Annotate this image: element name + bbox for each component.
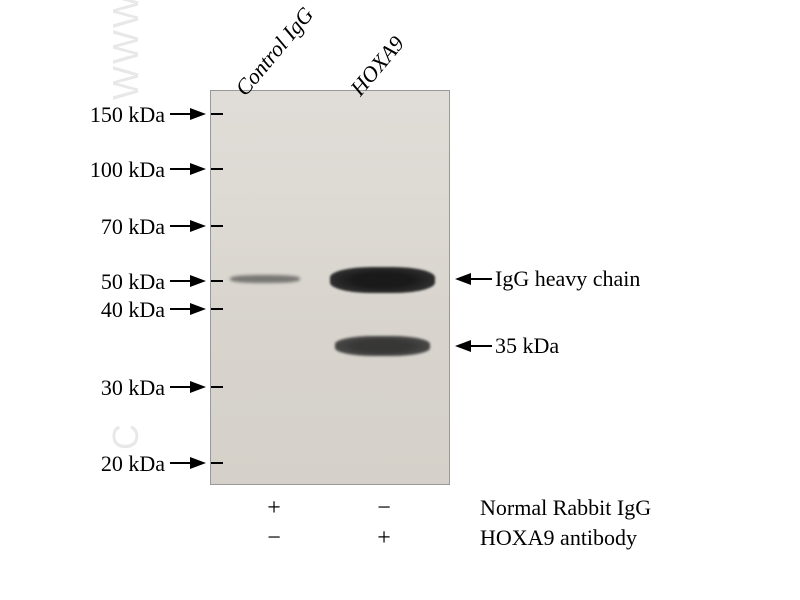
arrow-line-50 <box>170 280 192 282</box>
arrow-line-20 <box>170 462 192 464</box>
arrow-100 <box>190 163 206 175</box>
band-hoxa9-heavy-chain <box>330 267 435 293</box>
arrow-70 <box>190 220 206 232</box>
arrow-20 <box>190 457 206 469</box>
label-igg-heavy: IgG heavy chain <box>495 266 640 292</box>
watermark-text-2: C <box>105 422 147 450</box>
cell-r2-control: − <box>262 525 286 552</box>
arrow-line-30 <box>170 386 192 388</box>
band-hoxa9-35kda <box>335 336 430 356</box>
arrow-40 <box>190 303 206 315</box>
mw-150: 150 kDa <box>75 102 165 128</box>
tick-20 <box>211 462 223 464</box>
arrow-35kda <box>455 340 471 352</box>
arrow-line-35kda <box>470 345 492 347</box>
arrow-30 <box>190 381 206 393</box>
mw-40: 40 kDa <box>75 297 165 323</box>
arrow-igg-heavy <box>455 273 471 285</box>
arrow-line-70 <box>170 225 192 227</box>
row2-label: HOXA9 antibody <box>480 525 637 551</box>
cell-r1-control: + <box>262 495 286 522</box>
mw-20: 20 kDa <box>75 451 165 477</box>
arrow-line-150 <box>170 113 192 115</box>
cell-r1-target: − <box>372 495 396 522</box>
tick-50 <box>211 280 223 282</box>
mw-50: 50 kDa <box>75 269 165 295</box>
tick-100 <box>211 168 223 170</box>
cell-r2-target: + <box>372 525 396 552</box>
mw-70: 70 kDa <box>75 214 165 240</box>
tick-40 <box>211 308 223 310</box>
western-blot-figure: WWW.PTGLAB. C Control IgG HOXA9 150 kDa … <box>0 0 800 600</box>
tick-150 <box>211 113 223 115</box>
watermark-text: WWW.PTGLAB. <box>105 0 147 100</box>
tick-30 <box>211 386 223 388</box>
tick-70 <box>211 225 223 227</box>
arrow-150 <box>190 108 206 120</box>
row1-label: Normal Rabbit IgG <box>480 495 651 521</box>
arrow-line-igg-heavy <box>470 278 492 280</box>
mw-30: 30 kDa <box>75 375 165 401</box>
arrow-line-40 <box>170 308 192 310</box>
mw-100: 100 kDa <box>75 157 165 183</box>
band-control-heavy-chain <box>230 275 300 283</box>
arrow-line-100 <box>170 168 192 170</box>
arrow-50 <box>190 275 206 287</box>
lane-label-control: Control IgG <box>230 2 319 101</box>
label-35kda: 35 kDa <box>495 333 559 359</box>
